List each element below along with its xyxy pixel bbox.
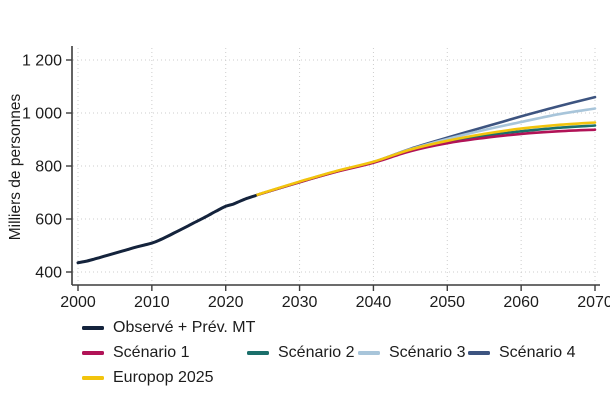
- legend-label-scenario-2: Scénario 2: [278, 344, 355, 361]
- legend-item-observe: Observé + Prév. MT: [82, 317, 255, 339]
- legend-swatch-europop: [82, 376, 104, 380]
- x-tick-label: 2030: [282, 294, 318, 311]
- chart-plot-area: 400 600 800 1 000 1 200 2000 2010 2020 2030 2040 2…: [22, 46, 610, 311]
- y-tick-label: 600: [35, 212, 62, 229]
- legend-item-scenario-4: Scénario 4: [468, 342, 576, 364]
- x-tick-label: 2040: [356, 294, 392, 311]
- series-line-scenario-1: [254, 128, 597, 197]
- legend-swatch-scenario-3: [358, 351, 380, 355]
- legend-label-scenario-4: Scénario 4: [499, 344, 576, 361]
- x-tick-label: 2060: [503, 294, 539, 311]
- y-tick-label: 800: [35, 159, 62, 176]
- y-tick-label: 1 200: [22, 53, 62, 70]
- legend-swatch-scenario-1: [82, 351, 104, 355]
- legend-label-observe: Observé + Prév. MT: [113, 319, 256, 336]
- y-tick-label: 400: [35, 265, 62, 282]
- legend-swatch-scenario-2: [247, 351, 269, 355]
- x-tick-label: 2000: [60, 294, 96, 311]
- legend-item-europop: Europop 2025: [82, 367, 214, 389]
- legend-item-scenario-3: Scénario 3: [358, 342, 466, 364]
- legend-label-scenario-3: Scénario 3: [389, 344, 466, 361]
- y-tick-label: 1 000: [22, 106, 62, 123]
- legend-item-scenario-2: Scénario 2: [247, 342, 355, 364]
- legend-label-europop: Europop 2025: [113, 369, 214, 386]
- x-tick-label: 2050: [429, 294, 465, 311]
- x-tick-label: 2020: [208, 294, 244, 311]
- x-tick-label: 2070: [577, 294, 610, 311]
- series-line-scenario-3: [254, 107, 597, 197]
- legend-item-scenario-1: Scénario 1: [82, 342, 190, 364]
- series-line-scenario-2: [254, 124, 597, 197]
- series-line-europop: [254, 121, 597, 197]
- chart-legend: Observé + Prév. MT Scénario 1 Scénario 2…: [82, 317, 607, 397]
- legend-swatch-observe: [82, 326, 104, 330]
- legend-swatch-scenario-4: [468, 351, 490, 355]
- x-tick-label: 2010: [134, 294, 170, 311]
- legend-label-scenario-1: Scénario 1: [113, 344, 190, 361]
- y-axis-title: Milliers de personnes: [7, 93, 24, 241]
- series-line-observe: [76, 194, 257, 265]
